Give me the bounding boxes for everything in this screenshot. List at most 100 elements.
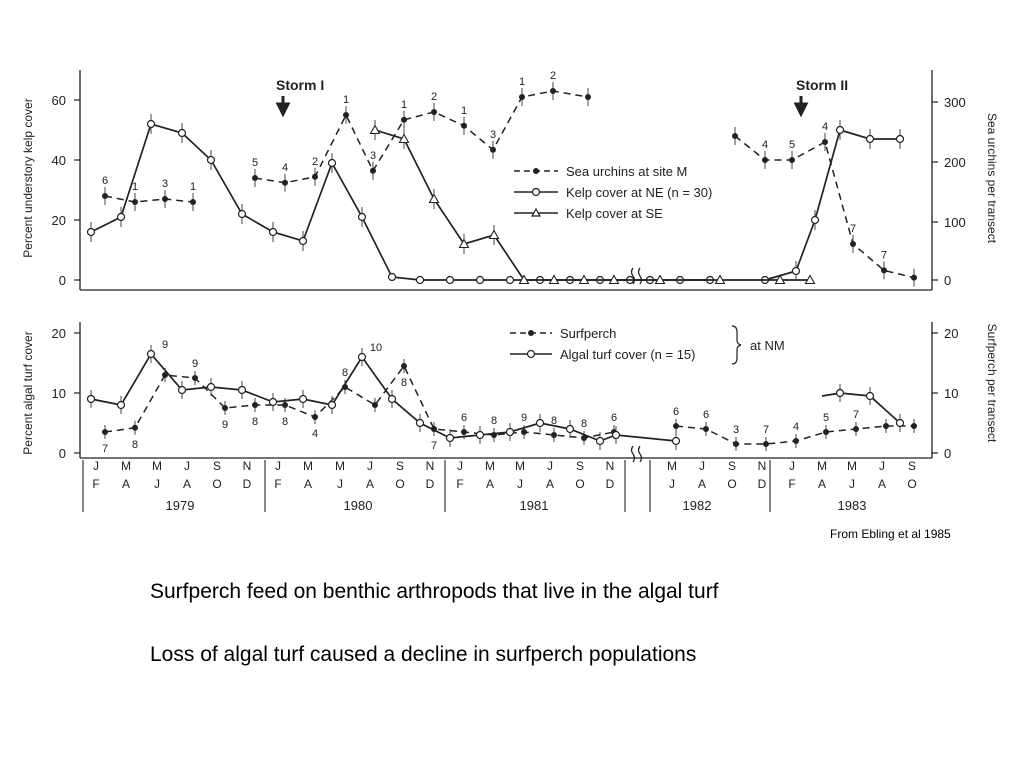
urchin-point bbox=[312, 173, 318, 180]
top-ytick-right-0: 0 bbox=[944, 273, 951, 288]
algal-turf-point bbox=[415, 418, 425, 428]
urchin-point bbox=[881, 267, 887, 274]
surfperch-point bbox=[911, 423, 917, 429]
urchin-point bbox=[401, 116, 407, 123]
kelp-se-point bbox=[428, 193, 440, 204]
month-label-top: J bbox=[547, 459, 553, 473]
surfperch-count-label: 7 bbox=[763, 424, 769, 436]
month-label-top: J bbox=[699, 459, 705, 473]
surfperch-line-segment bbox=[104, 364, 615, 439]
month-label-top: M bbox=[817, 459, 827, 473]
surfperch-point bbox=[763, 441, 769, 447]
urchin-count-label: 4 bbox=[822, 121, 828, 133]
kelp-se-point bbox=[804, 274, 816, 285]
month-label-top: J bbox=[457, 459, 463, 473]
top-ytick-right-3: 300 bbox=[944, 95, 966, 110]
algal-turf-point bbox=[237, 385, 247, 395]
surfperch-point bbox=[581, 435, 587, 441]
kelp-ne-point bbox=[206, 155, 216, 165]
urchin-point bbox=[431, 109, 437, 115]
kelp-se-point bbox=[548, 274, 560, 285]
kelp-ne-point bbox=[865, 134, 875, 144]
urchin-point bbox=[490, 146, 496, 153]
year-label: 1983 bbox=[838, 498, 867, 513]
surfperch-count-label: 7 bbox=[431, 440, 437, 452]
surfperch-point bbox=[312, 414, 318, 420]
figure: 0 20 40 60 0 100 200 300 Percent underst… bbox=[21, 70, 999, 513]
kelp-ne-point bbox=[357, 212, 367, 222]
month-label-bottom: J bbox=[849, 477, 855, 491]
month-label-top: M bbox=[303, 459, 313, 473]
surfperch-count-label: 5 bbox=[823, 412, 829, 424]
surfperch-point bbox=[521, 429, 527, 435]
month-label-top: M bbox=[121, 459, 131, 473]
surfperch-count-label: 8 bbox=[252, 416, 258, 428]
surfperch-point bbox=[673, 423, 679, 429]
month-label-bottom: O bbox=[575, 477, 584, 491]
urchin-point bbox=[550, 88, 556, 94]
year-label: 1982 bbox=[683, 498, 712, 513]
surfperch-count-label: 6 bbox=[673, 406, 679, 418]
urchin-point bbox=[162, 196, 168, 202]
surfperch-point bbox=[102, 429, 108, 435]
month-label-bottom: D bbox=[426, 477, 435, 491]
kelp-ne-point bbox=[387, 272, 397, 282]
urchin-point bbox=[461, 122, 467, 129]
kelp-se-point bbox=[369, 124, 381, 135]
surfperch-count-label: 7 bbox=[853, 409, 859, 421]
month-label-top: M bbox=[515, 459, 525, 473]
year-label: 1979 bbox=[166, 498, 195, 513]
month-label-bottom: D bbox=[758, 477, 767, 491]
algal-turf-point bbox=[895, 418, 905, 428]
month-label-top: S bbox=[576, 459, 584, 473]
kelp-ne-line-segment bbox=[90, 122, 710, 281]
surfperch-count-label: 7 bbox=[102, 443, 108, 455]
algal-turf-line bbox=[90, 352, 677, 442]
legend-surfperch: Surfperch bbox=[560, 326, 616, 341]
kelp-ne-point bbox=[237, 209, 247, 219]
surfperch-count-label: 8 bbox=[401, 377, 407, 389]
algal-turf-point bbox=[298, 394, 308, 404]
surfperch-point bbox=[823, 429, 829, 435]
top-ytick-left-1: 20 bbox=[52, 213, 66, 228]
kelp-ne-point bbox=[146, 119, 156, 129]
top-ylabel-left: Percent understory kelp cover bbox=[21, 98, 35, 257]
urchin-count-label: 4 bbox=[282, 162, 288, 174]
surfperch-point bbox=[733, 441, 739, 447]
storm-2-arrow bbox=[793, 96, 809, 118]
legend-sea-urchins: Sea urchins at site M bbox=[566, 164, 687, 179]
urchin-count-label: 2 bbox=[431, 91, 437, 103]
kelp-ne-point bbox=[86, 227, 96, 237]
month-label-bottom: A bbox=[546, 477, 554, 491]
surfperch-count-label: 8 bbox=[342, 367, 348, 379]
urchin-count-label: 4 bbox=[762, 139, 768, 151]
month-label-top: S bbox=[728, 459, 736, 473]
urchin-count-label: 1 bbox=[190, 181, 196, 193]
bottom-ytick-left-1: 10 bbox=[52, 386, 66, 401]
axis-break bbox=[630, 267, 643, 463]
month-label-top: J bbox=[93, 459, 99, 473]
surfperch-count-label: 4 bbox=[793, 421, 799, 433]
surfperch-point bbox=[551, 432, 557, 438]
urchin-point bbox=[190, 199, 196, 205]
urchin-point bbox=[519, 94, 525, 100]
month-label-top: S bbox=[396, 459, 404, 473]
surfperch-point bbox=[372, 402, 378, 408]
month-label-bottom: A bbox=[304, 477, 312, 491]
surfperch-count-label: 8 bbox=[551, 415, 557, 427]
algal-turf-point bbox=[565, 424, 575, 434]
kelp-ne-point bbox=[268, 227, 278, 237]
bottom-ytick-right-0: 0 bbox=[944, 446, 951, 461]
month-label-bottom: O bbox=[212, 477, 221, 491]
kelp-ne-point bbox=[116, 212, 126, 222]
algal-turf-point bbox=[146, 349, 156, 359]
kelp-ne-point bbox=[895, 134, 905, 144]
kelp-ne-point bbox=[327, 158, 337, 168]
urchin-count-label: 1 bbox=[519, 76, 525, 88]
kelp-ne-point bbox=[415, 275, 425, 285]
kelp-se-point bbox=[458, 238, 470, 249]
urchin-count-label: 5 bbox=[789, 139, 795, 151]
top-panel: 0 20 40 60 0 100 200 300 Percent underst… bbox=[21, 70, 999, 291]
urchin-point bbox=[102, 193, 108, 199]
urchin-count-label: 3 bbox=[162, 178, 168, 190]
